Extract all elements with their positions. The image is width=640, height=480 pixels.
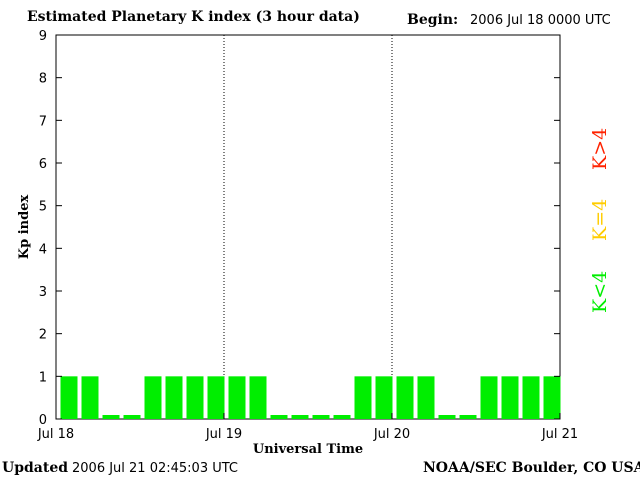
y-tick-label: 3 — [39, 285, 47, 300]
y-tick-label: 2 — [39, 328, 47, 343]
chart-title: Estimated Planetary K index (3 hour data… — [27, 9, 360, 25]
kp-bar — [186, 376, 204, 419]
kp-bar — [165, 376, 183, 419]
kp-bar — [270, 415, 288, 419]
kp-bar — [438, 415, 456, 419]
kp-bar — [207, 376, 225, 419]
begin-value: 2006 Jul 18 0000 UTC — [470, 13, 611, 28]
legend-k-less-4: K<4 — [589, 270, 611, 313]
kp-bar — [375, 376, 393, 419]
updated-label: Updated — [2, 460, 69, 476]
x-axis: Jul 18 Jul 19 Jul 20 Jul 21 — [37, 413, 578, 442]
divider-layer — [223, 35, 393, 419]
plot-frame — [55, 34, 561, 420]
updated-value: 2006 Jul 21 02:45:03 UTC — [72, 461, 238, 476]
y-tick-label: 9 — [39, 29, 47, 44]
legend-k-greater-4: K>4 — [589, 127, 611, 170]
x-tick-label: Jul 18 — [37, 427, 74, 442]
legend-k-equal-4: K=4 — [589, 198, 611, 241]
begin-label: Begin: — [407, 12, 459, 28]
kp-bar — [312, 415, 330, 419]
kp-bar — [228, 376, 246, 419]
x-tick-label: Jul 20 — [373, 427, 410, 442]
kp-bar — [102, 415, 120, 419]
kp-bar — [480, 376, 498, 419]
y-tick-label: 7 — [39, 114, 47, 129]
kp-bar — [501, 376, 519, 419]
y-tick-label: 1 — [39, 370, 47, 385]
kp-bar — [123, 415, 141, 419]
kp-bar — [333, 415, 351, 419]
kp-bar — [396, 376, 414, 419]
x-tick-label: Jul 19 — [205, 427, 242, 442]
kp-bar — [144, 376, 162, 419]
y-tick-label: 6 — [39, 157, 47, 172]
y-axis-title: Kp index — [17, 195, 32, 260]
x-tick-label: Jul 21 — [541, 427, 578, 442]
kp-bar — [60, 376, 78, 419]
kp-bar — [249, 376, 267, 419]
kp-bar — [417, 376, 435, 419]
x-axis-title: Universal Time — [253, 442, 363, 457]
y-tick-label: 0 — [39, 413, 47, 428]
kp-bar — [543, 376, 561, 419]
y-tick-label: 5 — [39, 200, 47, 215]
source-credit: NOAA/SEC Boulder, CO USA — [423, 460, 640, 476]
kp-bar — [522, 376, 540, 419]
y-axis: 0 1 2 3 4 5 6 7 8 9 — [39, 29, 560, 428]
kp-bar — [81, 376, 99, 419]
kp-bar — [354, 376, 372, 419]
y-tick-label: 8 — [39, 72, 47, 87]
y-tick-label: 4 — [39, 242, 47, 257]
kp-bar — [459, 415, 477, 419]
kp-bar — [291, 415, 309, 419]
bar-layer — [60, 376, 561, 419]
